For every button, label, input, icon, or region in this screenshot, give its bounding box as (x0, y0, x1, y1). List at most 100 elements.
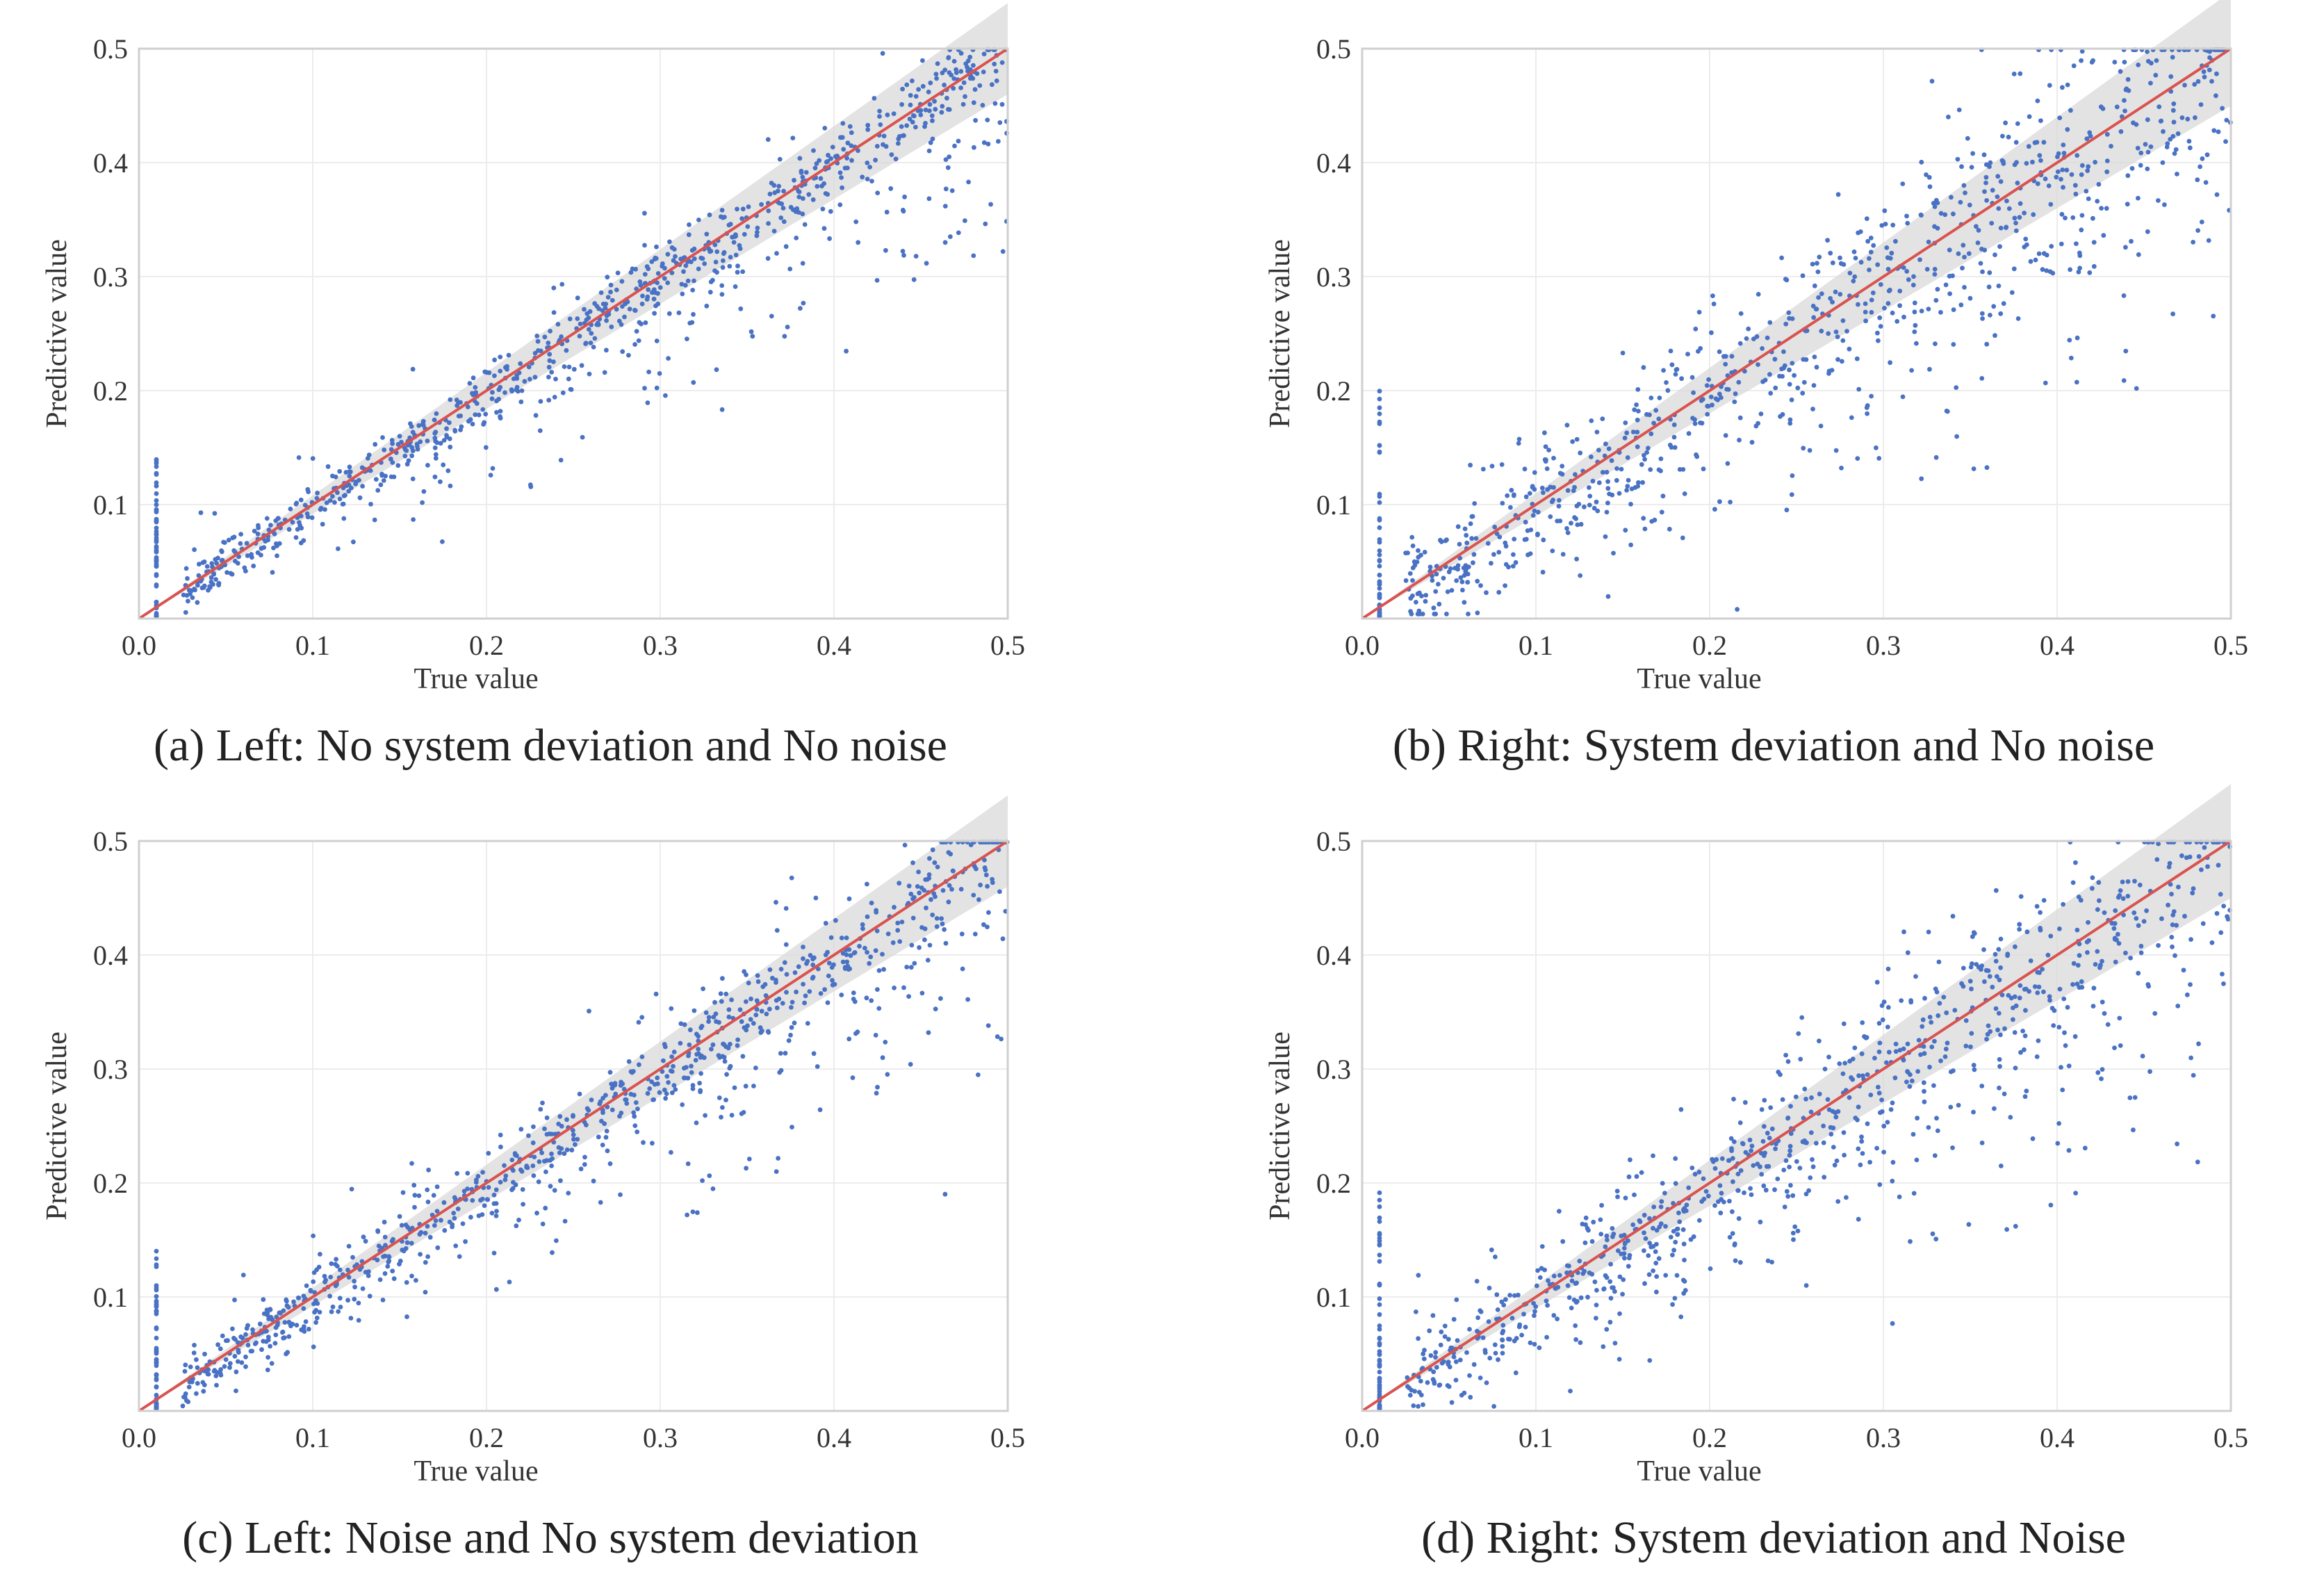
data-point (368, 468, 373, 473)
data-point (1773, 385, 1778, 391)
data-point (2135, 145, 2141, 151)
data-point (639, 1015, 645, 1020)
data-point (2056, 1121, 2061, 1126)
data-point (1436, 582, 1441, 587)
data-point (2161, 129, 2166, 134)
data-point (562, 364, 567, 369)
data-point (2060, 168, 2065, 172)
data-point (2013, 944, 2018, 949)
data-point (1992, 333, 1997, 338)
data-point (1449, 1400, 1455, 1405)
data-point (1969, 986, 1974, 992)
data-point (1377, 1259, 1382, 1264)
data-point (314, 496, 320, 501)
data-point (186, 1399, 191, 1405)
data-point (1608, 1296, 1614, 1301)
data-point (2174, 922, 2179, 928)
data-point (483, 445, 489, 450)
data-point (551, 285, 557, 291)
data-point (452, 1216, 457, 1221)
data-point (890, 940, 896, 945)
data-point (1377, 1219, 1382, 1224)
data-point (1911, 1191, 1917, 1196)
data-point (798, 306, 803, 311)
data-point (1464, 1350, 1469, 1355)
data-point (390, 1268, 395, 1274)
data-point (453, 1243, 459, 1248)
data-point (567, 316, 573, 322)
data-point (682, 1022, 687, 1027)
confidence-band (139, 3, 1008, 619)
data-point (692, 256, 697, 261)
data-point (1867, 268, 1872, 272)
data-point (2032, 140, 2038, 145)
data-point (2104, 169, 2110, 174)
data-point (837, 202, 843, 207)
data-point (926, 89, 931, 95)
data-point (1690, 416, 1695, 421)
data-point (1689, 375, 1695, 380)
data-point (1377, 525, 1382, 530)
data-point (1612, 1341, 1618, 1346)
data-point (817, 158, 822, 163)
data-point (418, 1252, 423, 1257)
data-point (584, 317, 589, 322)
data-point (154, 1385, 159, 1390)
data-point (2218, 892, 2223, 897)
data-point (2066, 1063, 2072, 1068)
data-point (345, 1267, 350, 1273)
data-point (587, 371, 592, 377)
data-point (2006, 993, 2011, 998)
data-point (911, 277, 917, 282)
data-point (731, 240, 737, 245)
data-point (924, 876, 930, 882)
data-point (1667, 442, 1673, 448)
data-point (1596, 448, 1601, 452)
data-point (759, 202, 764, 207)
data-point (1410, 565, 1416, 571)
data-point (707, 1173, 712, 1178)
data-point (521, 1202, 525, 1207)
data-point (1672, 1296, 1678, 1301)
data-point (1427, 564, 1433, 570)
data-point (208, 579, 214, 585)
data-point (1636, 409, 1641, 414)
data-point (694, 1031, 699, 1037)
data-point (896, 136, 901, 142)
data-point (2123, 950, 2128, 956)
data-point (701, 986, 705, 991)
data-point (853, 1031, 858, 1036)
data-point (1573, 472, 1578, 477)
data-point (470, 375, 476, 381)
data-point (1487, 1355, 1493, 1361)
data-point (694, 1120, 699, 1125)
data-point (1956, 251, 1961, 256)
data-point (910, 120, 915, 125)
data-point (2023, 1008, 2028, 1013)
data-point (318, 505, 324, 511)
data-point (1550, 548, 1555, 553)
data-point (372, 517, 377, 523)
data-point (771, 183, 777, 188)
data-point (1506, 564, 1511, 570)
data-point (1980, 316, 1985, 321)
data-point (1875, 262, 1881, 268)
data-point (1859, 1051, 1865, 1056)
data-point (1532, 470, 1537, 475)
data-point (803, 170, 809, 175)
data-point (1509, 487, 1514, 493)
data-point (1783, 321, 1789, 327)
data-point (1635, 484, 1640, 489)
data-point (2123, 245, 2128, 250)
data-point (2096, 181, 2102, 187)
data-point (966, 179, 971, 185)
data-point (251, 563, 256, 569)
data-point (261, 1297, 266, 1303)
data-point (1457, 1357, 1463, 1363)
data-point (1984, 341, 1990, 347)
data-point (910, 79, 915, 83)
data-point (249, 552, 254, 557)
data-point (330, 473, 335, 479)
data-point (1653, 1249, 1658, 1255)
data-point (883, 144, 889, 149)
